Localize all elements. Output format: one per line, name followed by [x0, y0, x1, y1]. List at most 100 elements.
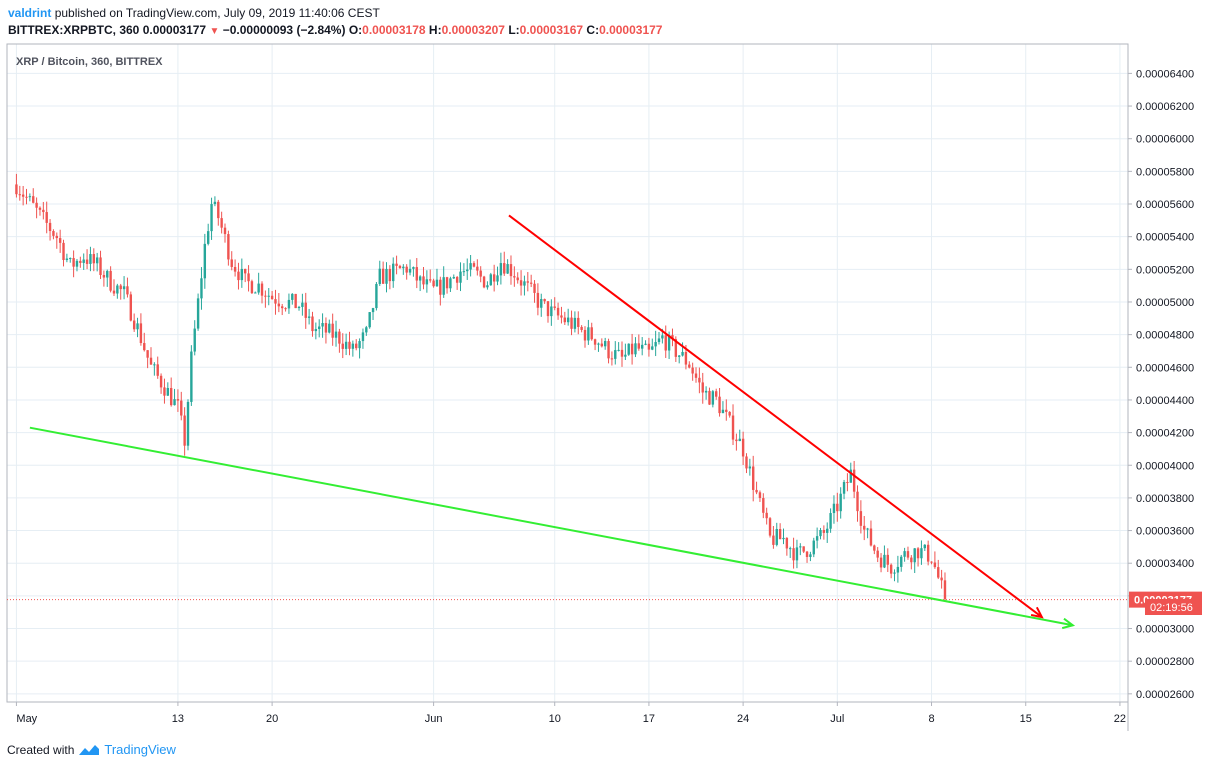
x-tick-label: Jul: [830, 713, 844, 725]
candle: [617, 342, 620, 352]
candle: [42, 201, 45, 220]
resistance-trendline[interactable]: [508, 214, 1044, 619]
candle: [95, 252, 99, 272]
candle: [418, 275, 422, 292]
price-axis[interactable]: 0.00006400 0.00006200 0.00006000 0.00005800…: [1128, 68, 1194, 701]
candle: [408, 259, 412, 276]
candle: [351, 340, 355, 357]
y-tick-label: 0.00002600: [1136, 689, 1194, 701]
candle: [106, 269, 109, 287]
candle: [459, 262, 462, 292]
candle: [92, 248, 96, 272]
y-tick-label: 0.00006200: [1136, 101, 1194, 113]
time-axis[interactable]: May 13 20 Jun 10 17 24 Jul 8 15 22: [15, 702, 1126, 725]
candle: [583, 326, 587, 348]
candle: [795, 539, 799, 569]
y-tick-label: 0.00003600: [1136, 526, 1194, 538]
candle: [166, 382, 170, 397]
candle: [82, 253, 85, 270]
y-tick-label: 0.00004200: [1136, 428, 1194, 440]
candle: [129, 291, 133, 322]
candle: [883, 545, 886, 569]
candle: [570, 310, 573, 336]
candle: [933, 551, 937, 569]
y-tick-label: 0.00003400: [1136, 558, 1194, 570]
x-tick-label: 10: [549, 713, 561, 725]
candle: [186, 399, 190, 451]
candle: [371, 307, 375, 321]
last-price: 0.00003177: [142, 23, 207, 37]
candle: [52, 229, 55, 240]
created-with-text: Created with: [7, 742, 75, 757]
candle: [169, 377, 173, 407]
candle: [832, 495, 836, 524]
candle: [869, 520, 873, 547]
candle: [156, 356, 159, 379]
candle: [805, 550, 809, 563]
candle: [775, 522, 778, 547]
candle: [506, 259, 509, 274]
candle: [89, 246, 92, 272]
candle: [536, 283, 540, 316]
candle: [553, 297, 556, 311]
candle: [634, 337, 637, 358]
candle: [782, 528, 785, 545]
candle: [45, 201, 48, 234]
author-name[interactable]: valdrint: [8, 6, 52, 20]
candle: [745, 453, 748, 474]
candle: [762, 493, 765, 519]
candle: [284, 307, 287, 312]
candle: [328, 319, 331, 334]
candle: [829, 508, 832, 533]
candle: [772, 525, 775, 549]
candle: [523, 275, 526, 296]
candle: [627, 343, 630, 356]
y-tick-label: 0.00004600: [1136, 362, 1194, 374]
candle: [257, 272, 260, 295]
candle: [677, 355, 681, 364]
candle: [294, 293, 297, 309]
x-tick-label: 22: [1114, 713, 1126, 725]
candle: [930, 561, 933, 565]
trendlines[interactable]: [29, 214, 1076, 630]
candle: [287, 293, 291, 314]
candle: [176, 389, 180, 412]
y-tick-label: 0.00005800: [1136, 166, 1194, 178]
candle: [533, 280, 536, 303]
candle: [519, 270, 523, 296]
candle: [153, 362, 156, 376]
candle: [540, 293, 543, 317]
support-trendline[interactable]: [29, 426, 1076, 630]
candle: [193, 320, 196, 356]
candle: [432, 278, 435, 288]
support-trendline-arrow-icon: [1061, 617, 1076, 630]
candle: [291, 293, 294, 305]
candle: [237, 262, 240, 290]
candle: [112, 279, 116, 297]
candle: [664, 325, 667, 358]
candle: [651, 338, 654, 351]
candle: [227, 230, 230, 266]
symbol-label: BITTREX:XRPBTC, 360: [8, 23, 140, 37]
y-tick-label: 0.00005400: [1136, 232, 1194, 244]
candle: [220, 211, 223, 234]
tradingview-brand[interactable]: TradingView: [104, 742, 176, 757]
candle: [102, 270, 106, 287]
candle: [472, 261, 476, 268]
chart-header: valdrint published on TradingView.com, J…: [8, 5, 662, 40]
candle: [852, 460, 856, 499]
candle: [516, 272, 519, 284]
candle: [654, 330, 657, 357]
candle: [415, 258, 418, 289]
candle: [755, 481, 758, 495]
candle: [758, 490, 762, 502]
candle: [738, 429, 741, 442]
y-tick-label: 0.00005000: [1136, 297, 1194, 309]
open-label: O:: [348, 23, 363, 37]
x-tick-label: May: [16, 713, 37, 725]
candle: [492, 264, 496, 292]
y-tick-label: 0.00005600: [1136, 199, 1194, 211]
candle: [657, 331, 661, 345]
